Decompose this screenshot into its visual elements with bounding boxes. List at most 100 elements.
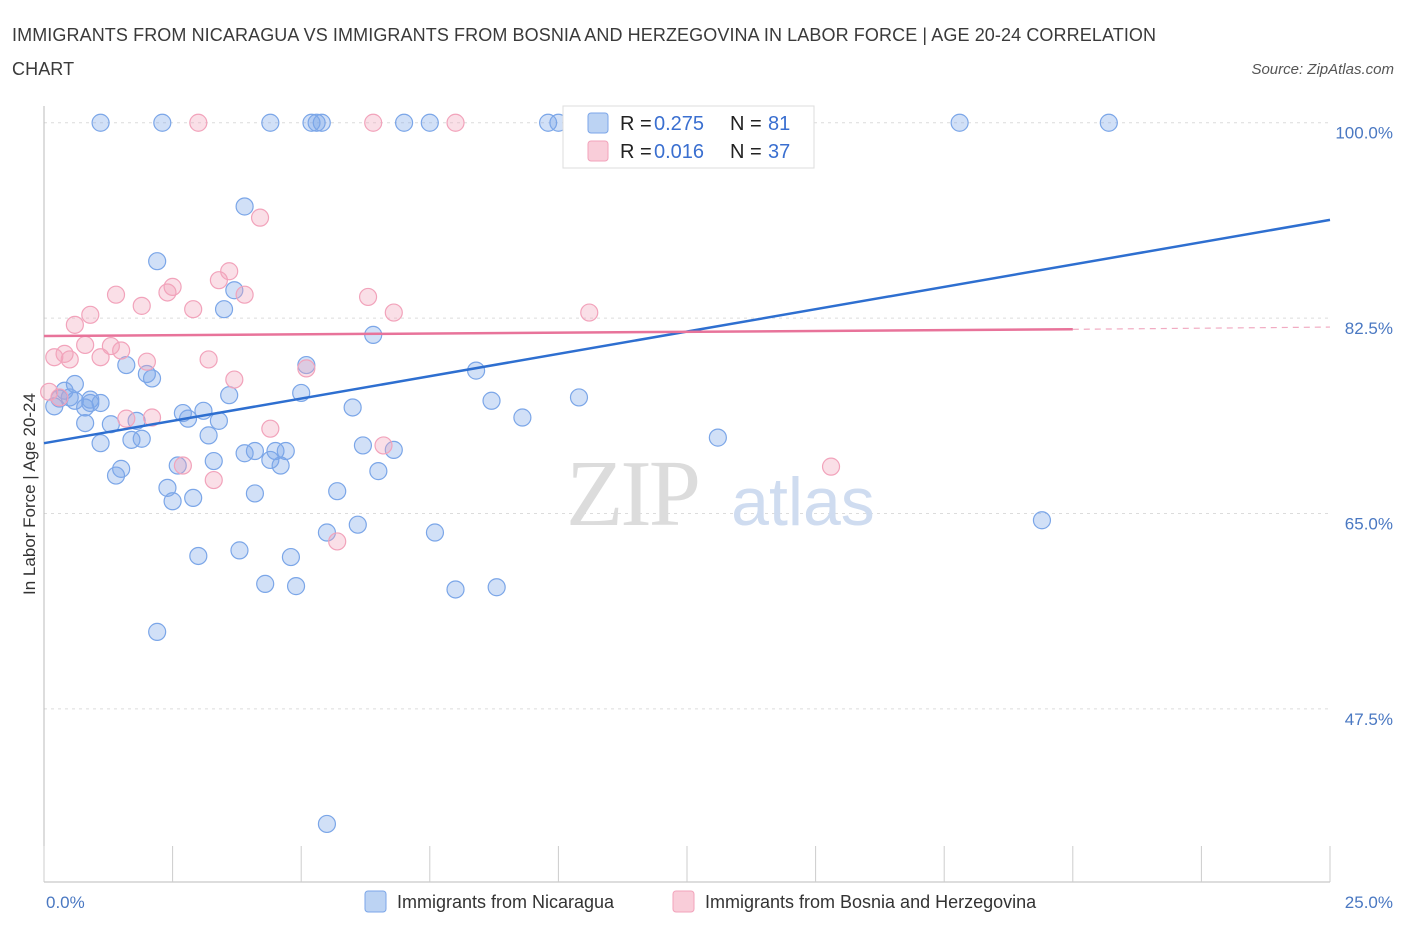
- point-s1-0: [40, 382, 59, 401]
- point-s0-35: [225, 281, 244, 300]
- data-points: [40, 113, 1118, 834]
- point-s0-67: [302, 113, 321, 132]
- point-s0-37: [235, 197, 254, 216]
- point-s0-50: [317, 814, 337, 834]
- point-s0-17: [132, 429, 151, 448]
- watermark-zip: ZIP: [566, 442, 698, 546]
- point-s0-66: [1032, 511, 1052, 530]
- x-tick-label-1: 25.0%: [1345, 893, 1393, 912]
- point-s0-46: [286, 577, 306, 596]
- point-s1-9: [101, 336, 120, 356]
- point-s0-57: [384, 440, 403, 459]
- gridlines: [44, 122, 1330, 710]
- legend-label-bosnia: Immigrants from Bosnia and Herzegovina: [705, 892, 1037, 912]
- point-s0-24: [168, 456, 187, 475]
- point-s0-61: [482, 391, 501, 410]
- point-s0-52: [343, 398, 362, 417]
- stats-n-bosnia: 37: [768, 141, 790, 163]
- point-s1-7: [81, 305, 100, 324]
- stats-n-label-nicaragua: N =: [730, 113, 762, 135]
- point-s0-33: [214, 300, 234, 319]
- point-s0-20: [148, 622, 167, 641]
- point-s0-76: [91, 113, 110, 132]
- point-s1-3: [55, 344, 74, 363]
- point-s1-34: [821, 457, 841, 476]
- series-0-points: [45, 113, 1118, 834]
- point-s1-8: [91, 348, 110, 367]
- point-s0-34: [220, 386, 239, 405]
- x-ticks: [43, 846, 1331, 882]
- trend-line-s1: [43, 328, 1073, 338]
- point-s0-80: [245, 441, 265, 461]
- watermark-atlas: atlas: [731, 464, 875, 540]
- point-s1-5: [65, 315, 84, 334]
- point-s1-27: [261, 419, 280, 438]
- legend-swatch-nicaragua: [364, 890, 387, 913]
- stats-r-nicaragua: 0.275: [654, 113, 704, 135]
- chart-title: IMMIGRANTS FROM NICARAGUA VS IMMIGRANTS …: [12, 25, 1157, 79]
- point-s1-4: [60, 350, 79, 369]
- y-axis-title: In Labor Force | Age 20-24: [20, 393, 39, 595]
- point-s1-11: [112, 341, 131, 360]
- point-s0-74: [950, 113, 969, 132]
- y-tick-labels: 100.0% 82.5% 65.0% 47.5%: [1335, 124, 1393, 729]
- point-s1-32: [384, 303, 403, 322]
- point-s1-21: [204, 470, 223, 490]
- point-s1-29: [328, 532, 347, 551]
- point-s0-45: [281, 547, 301, 567]
- stats-swatch-nicaragua: [587, 112, 609, 134]
- point-s0-64: [569, 388, 589, 407]
- source-note: Source: ZipAtlas.com: [1251, 61, 1394, 78]
- point-s1-28: [297, 359, 316, 378]
- stats-swatch-bosnia: [587, 140, 609, 162]
- point-s0-69: [312, 113, 331, 132]
- point-s0-5: [65, 391, 84, 410]
- point-s1-6: [76, 335, 95, 355]
- point-s1-22: [209, 271, 228, 290]
- point-s1-36: [364, 113, 383, 132]
- point-s0-53: [348, 515, 367, 534]
- point-s1-20: [199, 350, 218, 369]
- point-s1-19: [184, 300, 203, 319]
- point-s1-24: [225, 370, 244, 389]
- point-s0-72: [539, 113, 558, 132]
- point-s1-15: [142, 408, 162, 427]
- point-s0-59: [446, 580, 465, 599]
- series-1-points: [40, 113, 841, 551]
- stats-n-nicaragua: 81: [768, 113, 790, 135]
- point-s0-68: [261, 113, 280, 132]
- point-s0-56: [369, 462, 388, 481]
- point-s0-22: [158, 478, 177, 497]
- point-s1-33: [580, 303, 599, 322]
- point-s1-13: [132, 296, 151, 315]
- legend-swatch-bosnia: [672, 890, 695, 913]
- legend-label-nicaragua: Immigrants from Nicaragua: [397, 892, 615, 912]
- point-s1-25: [235, 285, 254, 304]
- point-s1-31: [374, 436, 393, 455]
- point-s1-14: [137, 352, 156, 371]
- legend: Immigrants from Nicaragua Immigrants fro…: [364, 890, 1037, 913]
- point-s0-40: [256, 574, 275, 593]
- point-s0-58: [425, 523, 445, 542]
- point-s1-18: [173, 456, 192, 475]
- trend-lines: [43, 218, 1331, 445]
- trend-line-dashed-s1: [1072, 326, 1331, 330]
- point-s1-16: [158, 283, 177, 302]
- point-s0-8: [91, 393, 110, 413]
- point-s0-63: [513, 408, 532, 427]
- point-s0-49: [317, 523, 337, 542]
- point-s1-35: [189, 113, 208, 132]
- point-s0-9: [76, 413, 95, 433]
- point-s0-28: [189, 546, 208, 566]
- point-s1-23: [220, 262, 239, 281]
- point-s0-31: [204, 451, 223, 471]
- point-s0-44: [276, 441, 295, 461]
- point-s0-78: [153, 113, 172, 132]
- point-s0-60: [466, 361, 486, 380]
- point-s1-26: [250, 208, 270, 227]
- point-s1-1: [45, 348, 64, 367]
- point-s0-65: [708, 428, 727, 447]
- stats-r-bosnia: 0.016: [654, 141, 704, 163]
- point-s0-27: [184, 488, 203, 508]
